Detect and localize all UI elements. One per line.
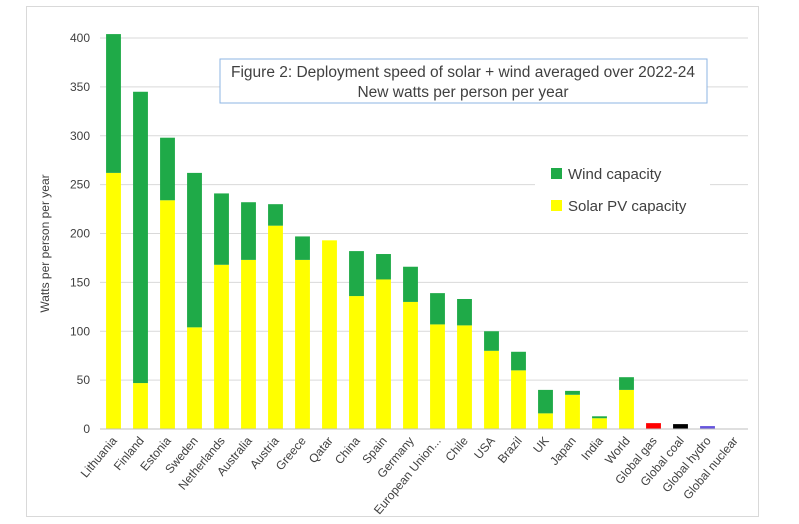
bar-netherlands-series-1 <box>214 193 229 265</box>
bar-usa-series-1 <box>484 331 499 351</box>
bar-uk-series-1 <box>538 389 553 414</box>
bar-india-series-1 <box>592 416 607 419</box>
bar-austria-series-1 <box>268 204 283 226</box>
bar-australia-series-0 <box>241 259 256 429</box>
y-tick-label: 100 <box>70 324 90 338</box>
y-tick-label: 350 <box>70 80 90 94</box>
bar-lithuania-series-0 <box>106 172 121 429</box>
x-tick-label: Lithuania <box>78 434 120 481</box>
bar-japan-series-0 <box>565 394 580 429</box>
bar-india-series-0 <box>592 418 607 429</box>
y-axis-label: Watts per person per year <box>38 174 52 312</box>
bar-world-series-0 <box>619 389 634 429</box>
bar-sweden-series-0 <box>187 327 202 429</box>
legend-label: Solar PV capacity <box>568 198 687 215</box>
x-tick-label: USA <box>471 434 498 462</box>
legend-swatch <box>551 200 562 211</box>
bar-chile-series-0 <box>457 325 472 429</box>
legend-background <box>535 157 710 225</box>
bar-european-union-series-0 <box>430 324 445 429</box>
bar-spain-series-1 <box>376 254 391 280</box>
x-tick-label: China <box>332 434 363 467</box>
bar-chile-series-1 <box>457 298 472 326</box>
bars <box>106 34 715 429</box>
bar-global-gas-series-2 <box>646 423 661 429</box>
y-axis-ticks: 0 50 100 150 200 250 300 350 400 <box>70 31 90 436</box>
bar-greece-series-1 <box>295 236 310 260</box>
bar-china-series-1 <box>349 251 364 297</box>
y-tick-label: 200 <box>70 227 90 241</box>
title-box <box>219 58 708 104</box>
bar-lithuania-series-1 <box>106 34 121 173</box>
bar-global-coal-series-2 <box>673 424 688 429</box>
chart-subtitle: New watts per person per year <box>357 84 568 101</box>
x-tick-label: Japan <box>547 434 579 468</box>
bar-estonia-series-1 <box>160 137 175 201</box>
y-tick-label: 0 <box>83 422 90 436</box>
y-tick-label: 250 <box>70 178 90 192</box>
x-tick-label: Qatar <box>306 434 336 466</box>
bar-finland-series-0 <box>133 383 148 429</box>
bar-qatar-series-0 <box>322 240 337 429</box>
x-tick-label: Chile <box>442 434 471 464</box>
bar-brazil-series-0 <box>511 370 526 429</box>
bar-usa-series-0 <box>484 350 499 429</box>
x-tick-label: UK <box>530 434 551 456</box>
bar-world-series-1 <box>619 377 634 390</box>
bar-global-hydro-series-2 <box>700 426 715 429</box>
x-tick-label: Greece <box>273 434 309 473</box>
legend-label: Wind capacity <box>568 166 662 183</box>
bar-uk-series-0 <box>538 413 553 429</box>
bar-spain-series-0 <box>376 279 391 429</box>
bar-sweden-series-1 <box>187 172 202 328</box>
x-axis-ticks: LithuaniaFinlandEstoniaSwedenNetherlands… <box>78 434 741 517</box>
y-tick-label: 300 <box>70 129 90 143</box>
y-tick-label: 50 <box>77 373 91 387</box>
chart-title: Figure 2: Deployment speed of solar + wi… <box>231 64 695 81</box>
bar-germany-series-1 <box>403 266 418 302</box>
x-tick-label: Brazil <box>495 434 525 466</box>
y-tick-label: 400 <box>70 31 90 45</box>
bar-greece-series-0 <box>295 259 310 429</box>
bar-germany-series-0 <box>403 301 418 429</box>
y-tick-label: 150 <box>70 275 90 289</box>
chart-frame <box>26 6 759 517</box>
legend: Wind capacity Solar PV capacity <box>535 157 710 225</box>
bar-australia-series-1 <box>241 202 256 260</box>
bar-brazil-series-1 <box>511 351 526 371</box>
bar-china-series-0 <box>349 296 364 429</box>
bar-japan-series-1 <box>565 390 580 395</box>
bar-austria-series-0 <box>268 225 283 429</box>
bar-netherlands-series-0 <box>214 264 229 429</box>
bar-estonia-series-0 <box>160 200 175 429</box>
legend-swatch <box>551 168 562 179</box>
bar-finland-series-1 <box>133 91 148 384</box>
bar-european-union-series-1 <box>430 293 445 325</box>
